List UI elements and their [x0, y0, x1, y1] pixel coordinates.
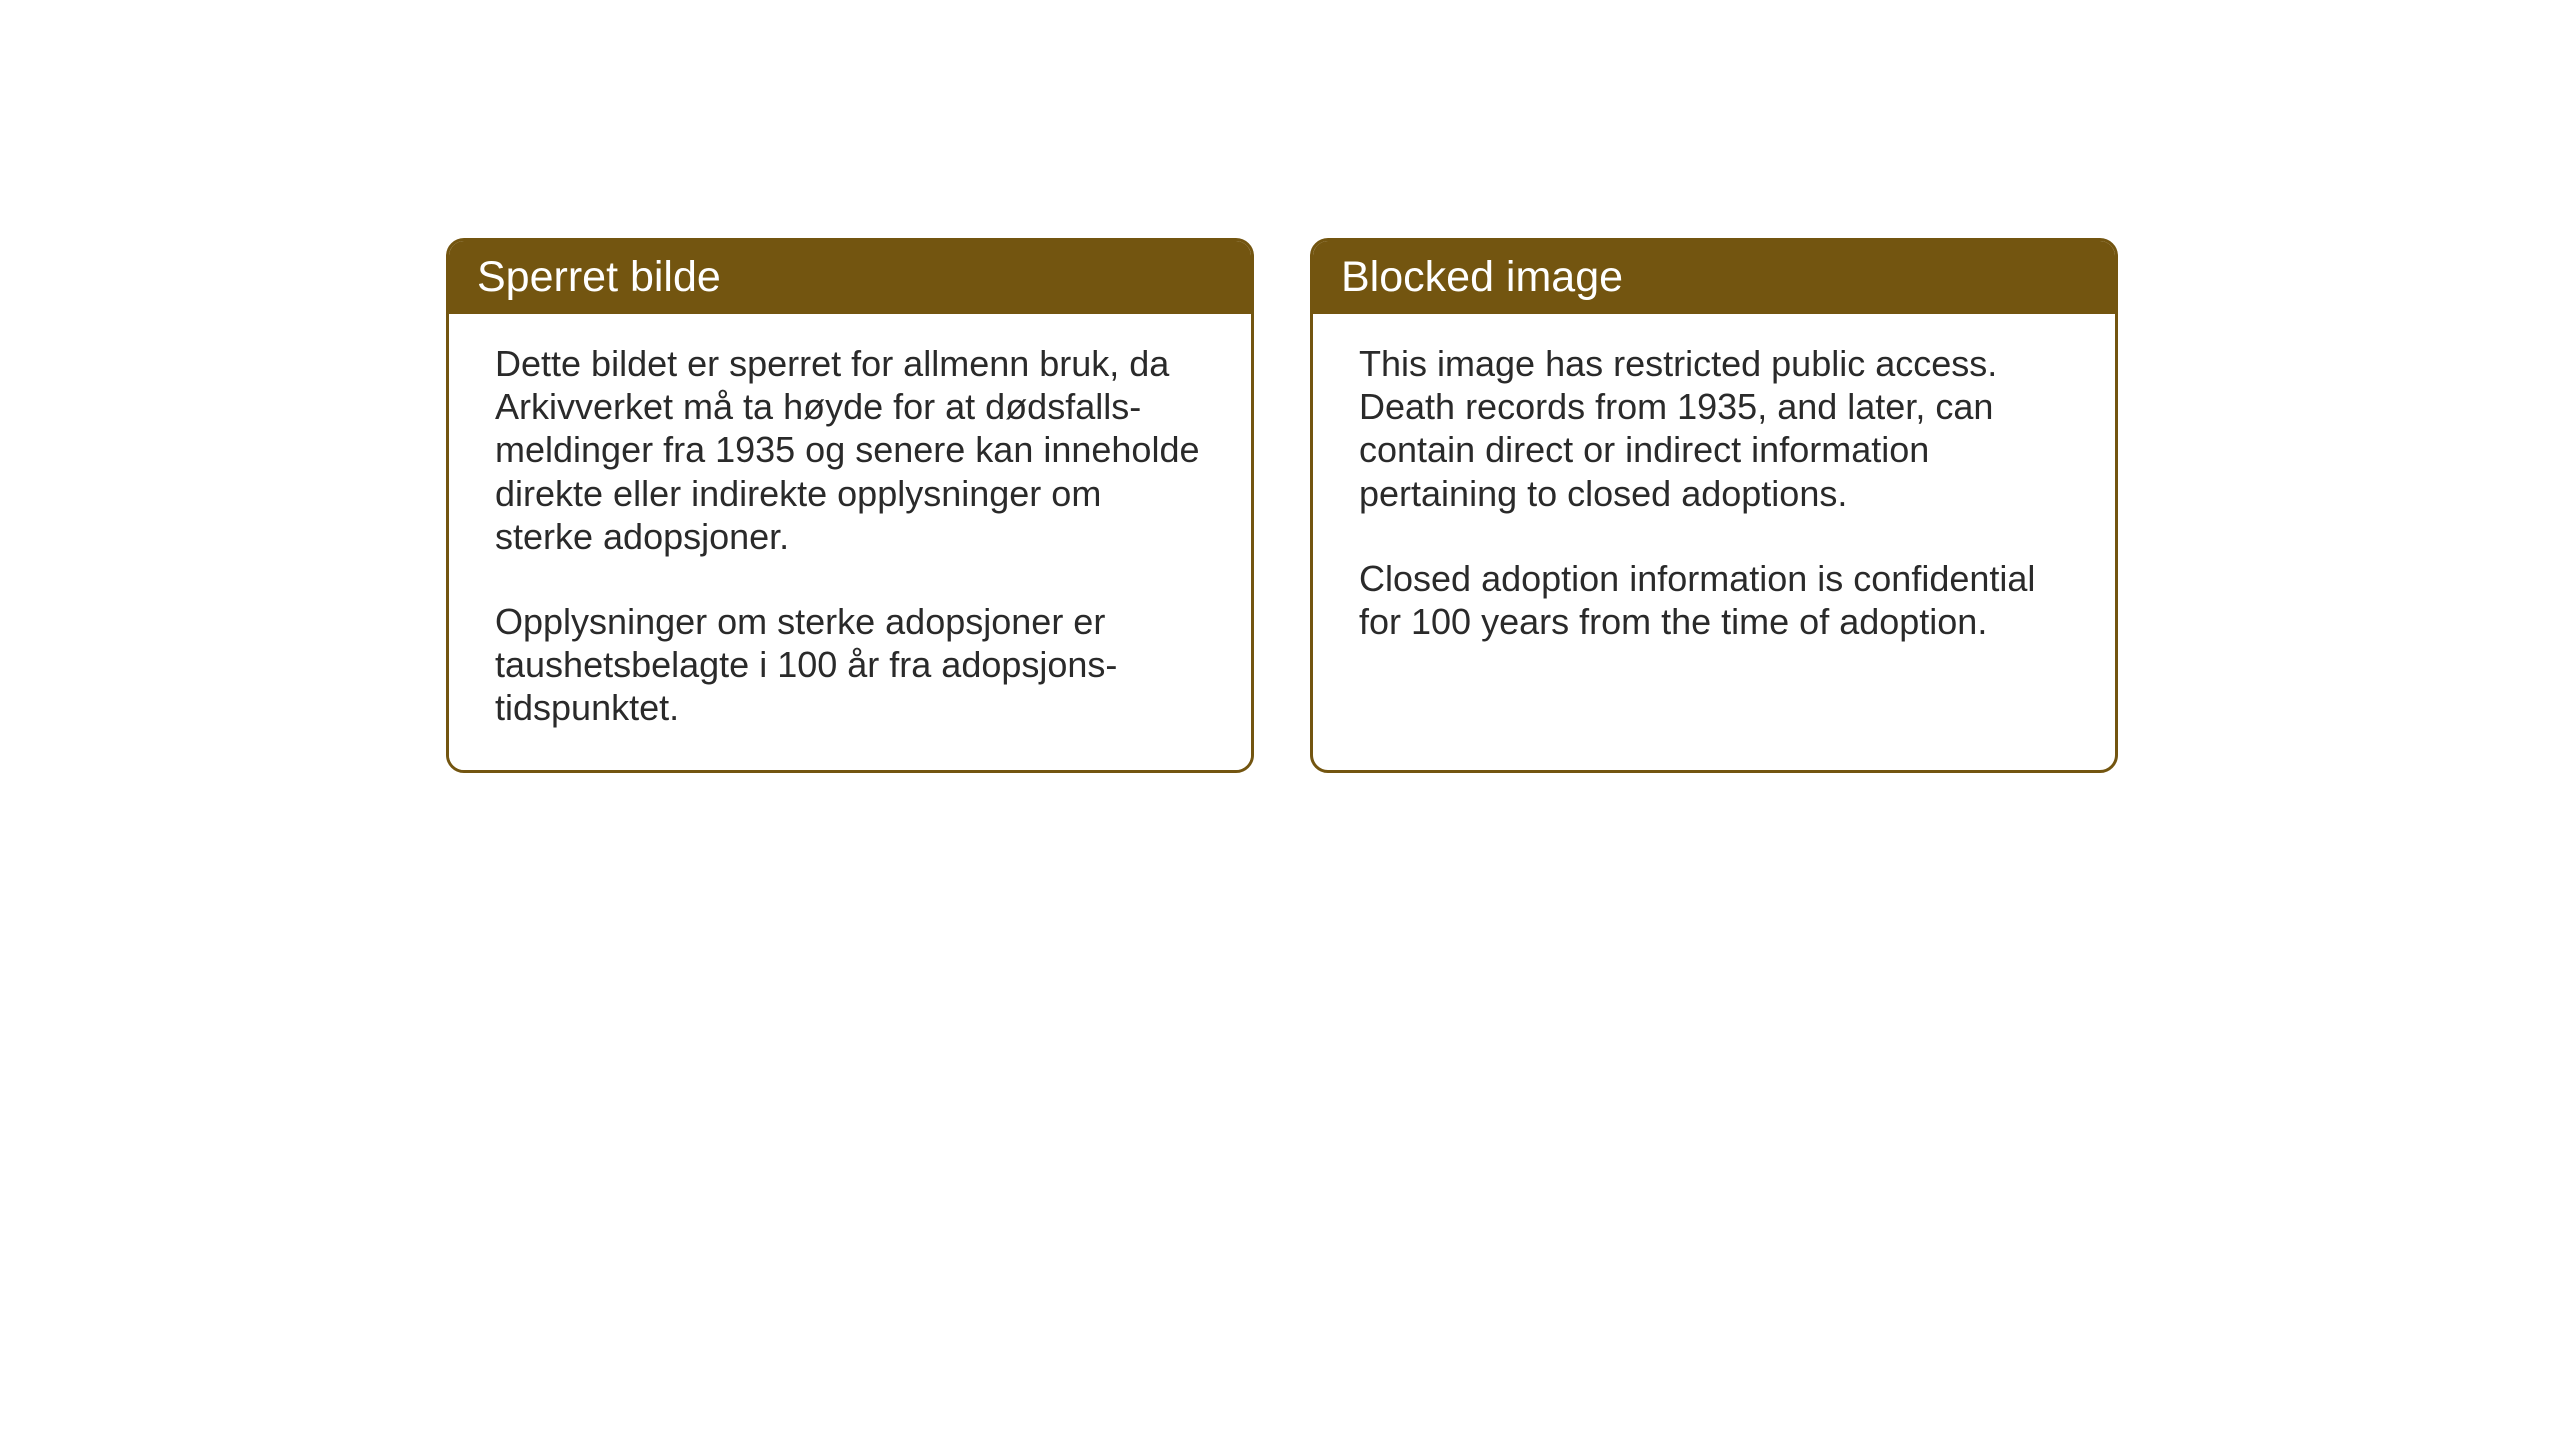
notice-card-english: Blocked image This image has restricted … — [1310, 238, 2118, 773]
card-header-norwegian: Sperret bilde — [449, 241, 1251, 314]
notice-card-norwegian: Sperret bilde Dette bildet er sperret fo… — [446, 238, 1254, 773]
notice-container: Sperret bilde Dette bildet er sperret fo… — [446, 238, 2118, 773]
card-title-norwegian: Sperret bilde — [477, 253, 721, 301]
card-paragraph-english-1: This image has restricted public access.… — [1359, 342, 2069, 515]
card-title-english: Blocked image — [1341, 253, 1623, 301]
card-header-english: Blocked image — [1313, 241, 2115, 314]
card-paragraph-norwegian-1: Dette bildet er sperret for allmenn bruk… — [495, 342, 1205, 558]
card-body-english: This image has restricted public access.… — [1313, 314, 2115, 683]
card-paragraph-english-2: Closed adoption information is confident… — [1359, 557, 2069, 643]
card-paragraph-norwegian-2: Opplysninger om sterke adopsjoner er tau… — [495, 600, 1205, 730]
card-body-norwegian: Dette bildet er sperret for allmenn bruk… — [449, 314, 1251, 770]
